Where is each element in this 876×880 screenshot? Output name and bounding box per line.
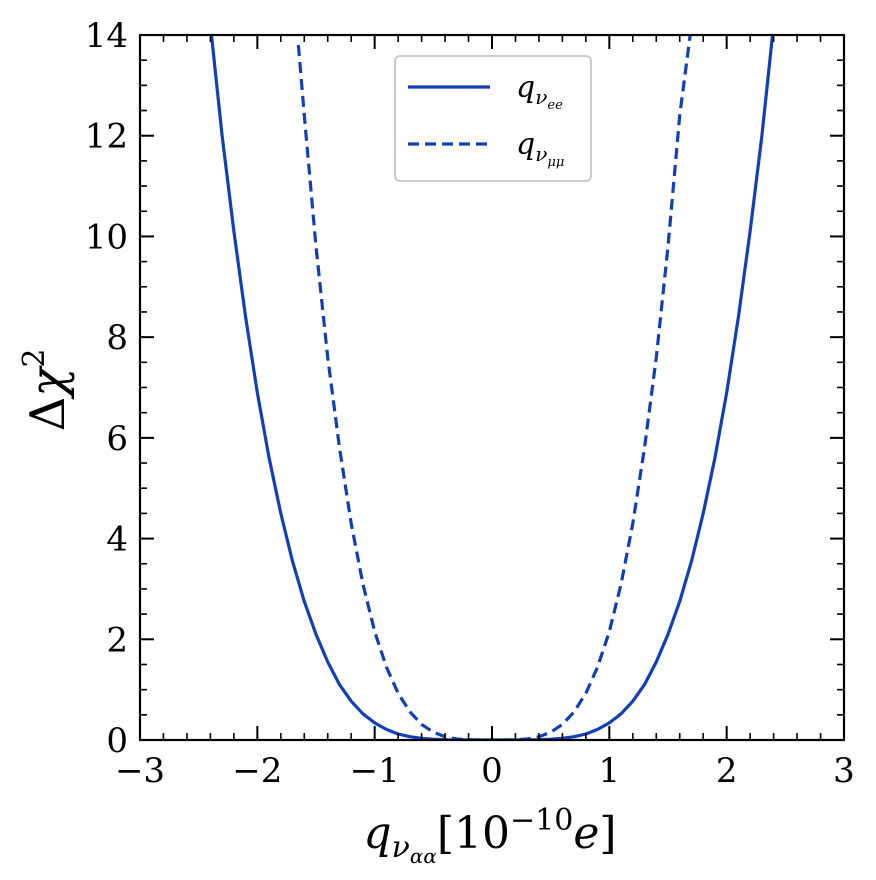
x-tick-label: −3 (115, 751, 165, 791)
y-tick-label: 6 (106, 419, 128, 459)
y-tick-label: 10 (85, 217, 128, 257)
y-tick-label: 0 (106, 721, 128, 761)
x-tick-label: −2 (232, 751, 282, 791)
y-tick-label: 14 (85, 16, 128, 56)
x-tick-label: 2 (716, 751, 738, 791)
legend: qνee qνμμ (394, 55, 592, 182)
y-axis-label: Δχ2 (17, 349, 76, 432)
x-tick-label: 3 (833, 751, 855, 791)
legend-label-mumu: qνμμ (516, 127, 564, 170)
y-tick-label: 8 (106, 318, 128, 358)
legend-label-ee: qνee (516, 70, 563, 113)
y-tick-label: 2 (106, 620, 128, 660)
x-axis-label: qναα[10−10e] (363, 803, 616, 868)
x-tick-label: 1 (599, 751, 621, 791)
x-tick-label: 0 (481, 751, 503, 791)
series-line-ee (209, 35, 775, 740)
x-tick-label: −1 (350, 751, 400, 791)
y-tick-label: 4 (106, 520, 128, 560)
series-layer (209, 35, 775, 740)
plot-frame (138, 33, 846, 742)
y-tick-label: 12 (85, 117, 128, 157)
